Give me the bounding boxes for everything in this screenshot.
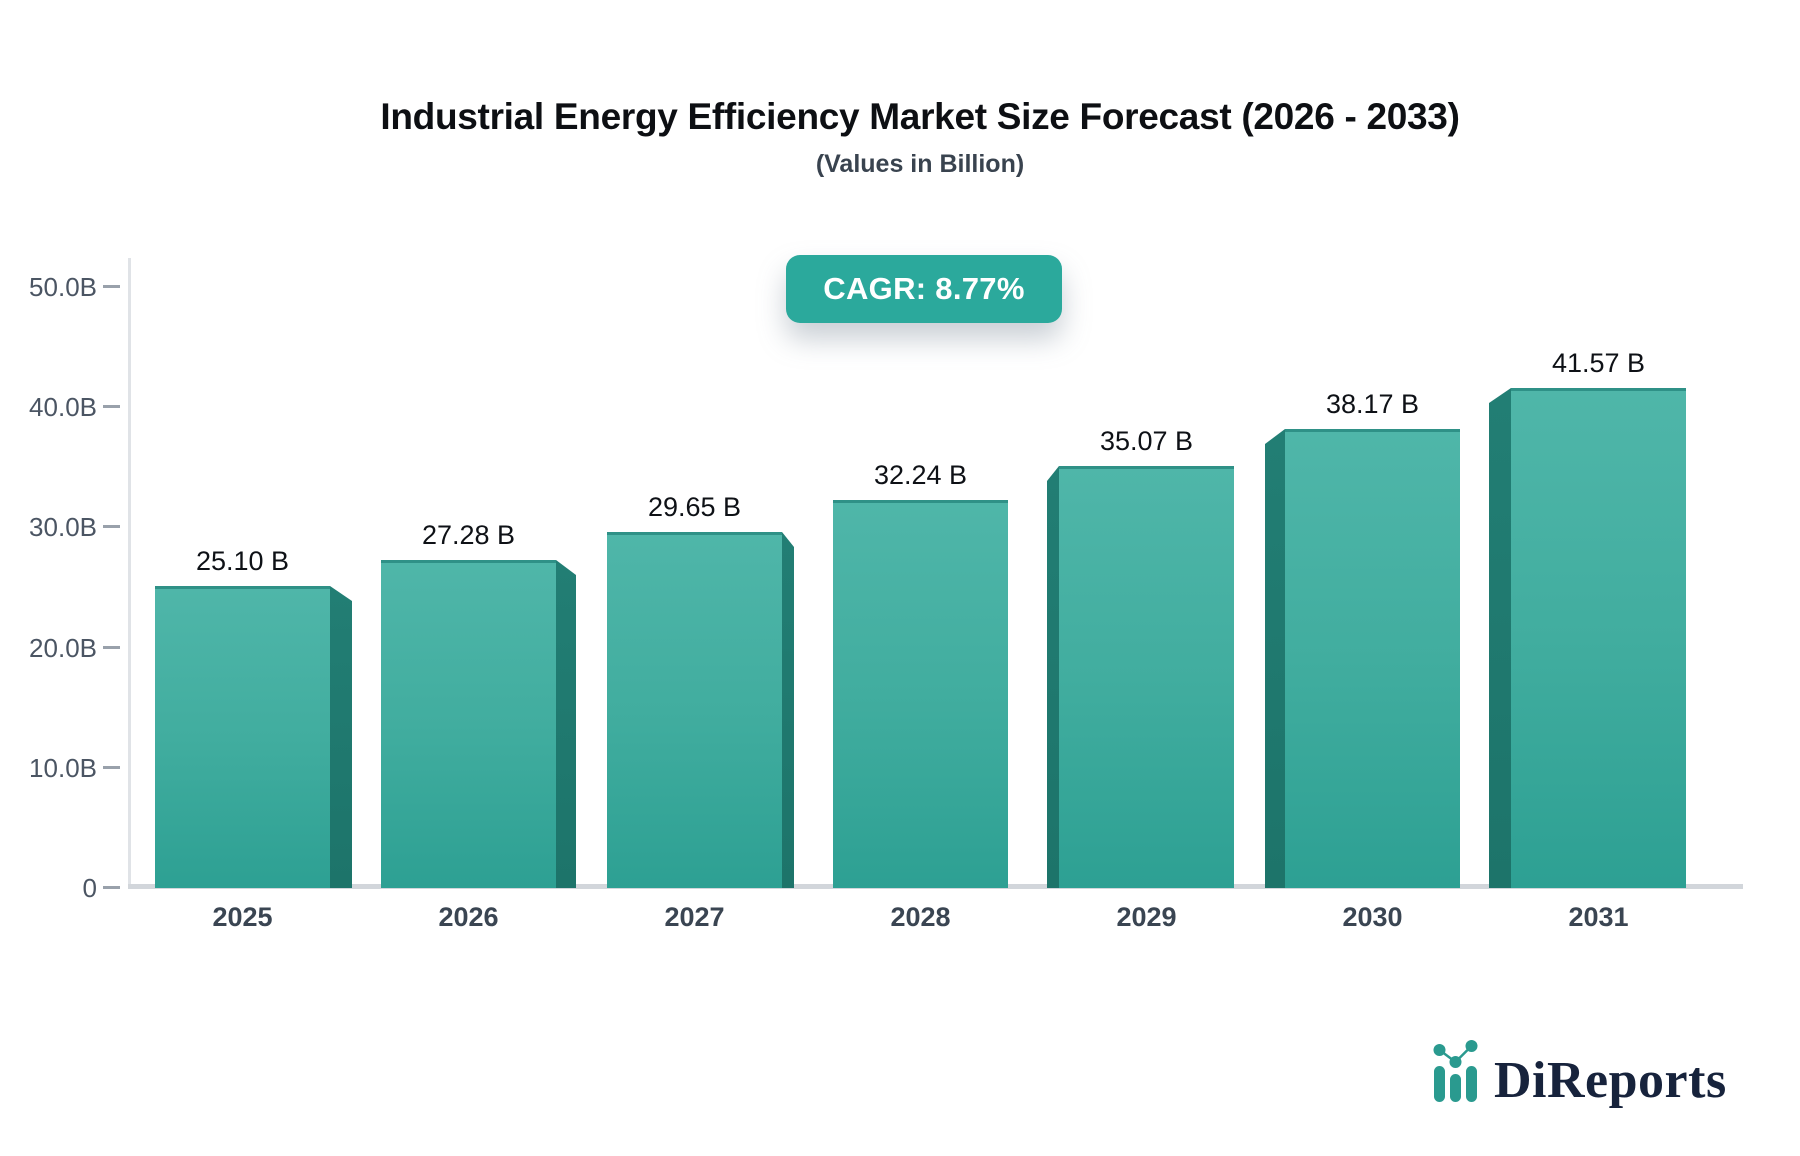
bar-value-label-2031: 41.57 B [1551, 348, 1646, 378]
cagr-badge: CAGR: 8.77% [786, 255, 1062, 323]
y-axis-tick-label: 50.0B [29, 272, 97, 302]
chart-title: Industrial Energy Efficiency Market Size… [380, 96, 1460, 137]
y-axis-tick-label: 10.0B [29, 753, 97, 783]
bar-side-face-2026 [556, 560, 576, 888]
y-axis-tick-mark [103, 646, 120, 649]
direports-logo: DiReports [1432, 1030, 1727, 1110]
y-axis-line [128, 258, 131, 887]
bar-value-label-2026: 27.28 B [421, 520, 516, 550]
y-axis-tick-label: 20.0B [29, 633, 97, 663]
x-axis-year-label-2027: 2027 [664, 902, 725, 932]
x-axis-year-label-2029: 2029 [1116, 902, 1177, 932]
bar-side-face-2030 [1265, 429, 1285, 888]
bar-face-2029 [1059, 466, 1234, 888]
bar-face-2027 [607, 532, 782, 888]
y-axis-tick-mark [103, 405, 120, 408]
bar-value-label-2027: 29.65 B [647, 492, 742, 522]
x-axis-year-label-2030: 2030 [1342, 902, 1403, 932]
y-axis-tick-mark [103, 525, 120, 528]
bar-face-2031 [1511, 388, 1686, 888]
bar-side-face-2029 [1047, 466, 1059, 888]
bar-value-label-2029: 35.07 B [1099, 426, 1194, 456]
bar-value-label-2030: 38.17 B [1325, 389, 1420, 419]
y-axis-tick-label: 0 [82, 873, 97, 903]
bar-face-2026 [381, 560, 556, 888]
bar-side-face-2025 [330, 586, 352, 888]
bar-side-face-2027 [782, 532, 794, 888]
x-axis-year-label-2031: 2031 [1568, 902, 1629, 932]
bar-face-2028 [833, 500, 1008, 888]
bar-face-2025 [155, 586, 330, 888]
bar-side-face-2031 [1489, 388, 1511, 888]
y-axis-tick-label: 40.0B [29, 392, 97, 422]
direports-logo-icon [1433, 1040, 1478, 1102]
y-axis-tick-mark [103, 886, 120, 889]
x-axis-year-label-2028: 2028 [890, 902, 951, 932]
bar-face-2030 [1285, 429, 1460, 888]
x-axis-year-label-2026: 2026 [438, 902, 499, 932]
y-axis-tick-mark [103, 285, 120, 288]
x-axis-year-label-2025: 2025 [212, 902, 273, 932]
bar-value-label-2025: 25.10 B [195, 546, 290, 576]
chart-subtitle: (Values in Billion) [815, 150, 1025, 178]
y-axis-tick-label: 30.0B [29, 512, 97, 542]
direports-logo-text: DiReports [1494, 1052, 1727, 1110]
bar-value-label-2028: 32.24 B [873, 460, 968, 490]
y-axis-tick-mark [103, 766, 120, 769]
